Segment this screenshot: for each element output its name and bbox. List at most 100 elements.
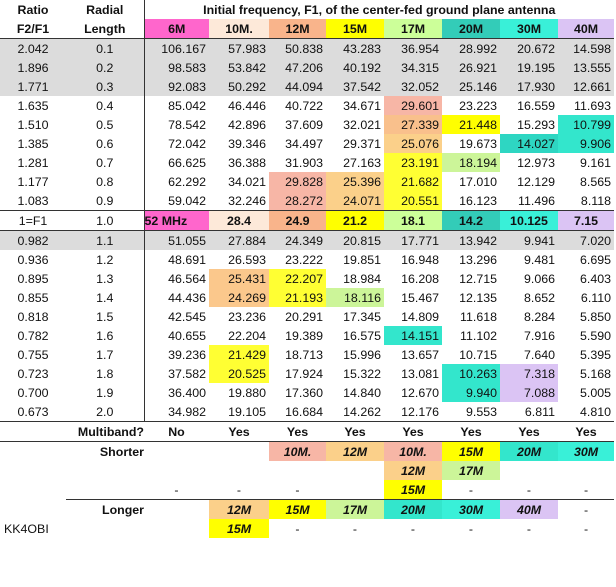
frequency-cell: 59.042 <box>143 191 209 211</box>
dash-placeholder: - <box>583 502 589 517</box>
ratio-cell: 0.936 <box>17 252 49 267</box>
empty-cell <box>269 461 326 480</box>
band-chip: 40M <box>500 499 558 519</box>
frequency-cell: 5.168 <box>580 366 612 381</box>
table-row: 0.818 1.5 42.545 23.236 20.291 17.345 14.809 11… <box>0 307 614 326</box>
band-chip: 15M <box>442 441 500 461</box>
ratio-cell: 1.177 <box>17 174 49 189</box>
empty-cell <box>326 480 384 500</box>
frequency-cell: 17.930 <box>500 77 558 96</box>
frequency-cell: 19.105 <box>209 402 269 422</box>
radial-header: Radial <box>86 2 124 17</box>
frequency-cell: 14.151 <box>384 326 442 345</box>
empty-cell <box>144 461 209 480</box>
empty-cell <box>144 519 209 538</box>
frequency-cell: 12.661 <box>558 77 615 96</box>
frequency-cell: 9.553 <box>442 402 500 422</box>
ratio-cell: 0.673 <box>0 402 66 422</box>
band-chip: 15M <box>384 480 442 500</box>
frequency-cell: 51.055 <box>143 230 209 250</box>
band-chip: 20M <box>384 499 442 519</box>
spacer <box>0 442 66 462</box>
frequency-cell: 85.042 <box>143 96 209 115</box>
frequency-cell: 7.916 <box>523 328 555 343</box>
ratio-cell: 1.635 <box>17 98 49 113</box>
frequency-cell: 17.345 <box>343 309 381 324</box>
frequency-cell: 10.263 <box>442 364 500 383</box>
frequency-cell: 25.396 <box>326 172 384 191</box>
frequency-cell: 12.715 <box>459 271 497 286</box>
table-row: 0.673 2.0 34.982 19.105 16.684 14.262 12.176 9.… <box>0 402 615 422</box>
ratio-cell: 1.510 <box>17 117 49 132</box>
frequency-cell: 19.673 <box>459 136 497 151</box>
frequency-cell: 28.272 <box>269 191 326 211</box>
frequency-cell: 78.542 <box>143 115 209 134</box>
radial-cell: 0.9 <box>96 193 114 208</box>
f1-frequency-cell: 18.1 <box>384 210 442 231</box>
frequency-cell: 17.924 <box>285 366 323 381</box>
frequency-cell: 40.722 <box>285 98 323 113</box>
radial-cell: 1.9 <box>96 385 114 400</box>
radial-cell: 0.4 <box>96 98 114 113</box>
frequency-cell: 37.582 <box>143 364 209 383</box>
table-row: 1.177 0.8 62.292 34.021 29.828 25.396 21.682 17… <box>0 172 614 191</box>
frequency-cell: 27.163 <box>343 155 381 170</box>
frequency-cell: 9.940 <box>442 383 500 402</box>
frequency-cell: 36.388 <box>228 155 266 170</box>
frequency-cell: 16.559 <box>517 98 555 113</box>
band-chip: 30M <box>442 499 500 519</box>
frequency-cell: 9.481 <box>523 252 555 267</box>
frequency-cell: 21.429 <box>209 345 269 364</box>
ratio-cell: 1.896 <box>0 58 66 77</box>
frequency-cell: 22.207 <box>269 269 326 288</box>
frequency-cell: 14.027 <box>500 134 558 153</box>
frequency-cell: 24.349 <box>269 230 326 250</box>
spacer <box>66 480 144 500</box>
multiband-detail-row: Shorter 10M. 12M 10M. 15M 20M 30M <box>0 441 615 462</box>
f1-frequency-cell: 24.9 <box>269 210 326 231</box>
frequency-cell: 27.884 <box>209 230 269 250</box>
multiband-detail-row: - - -15M - - - <box>0 480 615 500</box>
ratio-cell: 1.281 <box>17 155 49 170</box>
frequency-cell: 14.809 <box>401 309 439 324</box>
frequency-cell: 5.005 <box>580 385 612 400</box>
ratio-cell: 0.855 <box>17 290 49 305</box>
radial-cell: 0.6 <box>96 136 114 151</box>
frequency-cell: 18.116 <box>326 288 384 307</box>
frequency-cell: 36.400 <box>143 383 209 402</box>
frequency-cell: 36.954 <box>384 38 442 58</box>
dash-placeholder: - <box>500 480 558 500</box>
radial-cell: 2.0 <box>66 402 144 422</box>
frequency-cell: 29.601 <box>384 96 442 115</box>
frequency-table: Ratio Radial Initial frequency, F1, of t… <box>0 0 615 538</box>
dash-placeholder: - <box>558 480 615 500</box>
frequency-cell: 11.693 <box>574 98 612 113</box>
frequency-cell: 12.129 <box>517 174 555 189</box>
frequency-cell: 20.551 <box>384 191 442 211</box>
frequency-cell: 4.810 <box>558 402 615 422</box>
multiband-row-label: Shorter <box>99 444 144 459</box>
frequency-cell: 21.682 <box>384 172 442 191</box>
band-chip: 10M. <box>384 441 442 461</box>
frequency-cell: 8.652 <box>523 290 555 305</box>
table-row: 1.510 0.5 78.542 42.896 37.609 32.021 27.339 21… <box>0 115 615 134</box>
ratio-cell: 0.700 <box>17 385 49 400</box>
frequency-cell: 8.565 <box>580 174 612 189</box>
table-row: 0.782 1.6 40.655 22.204 19.389 16.575 14.151 11… <box>0 326 614 345</box>
frequency-cell: 16.575 <box>343 328 381 343</box>
band-header: 12M <box>269 19 326 39</box>
multiband-value: Yes <box>500 421 558 442</box>
frequency-cell: 19.389 <box>285 328 323 343</box>
frequency-cell: 9.906 <box>558 134 615 153</box>
frequency-cell: 12.973 <box>517 155 555 170</box>
frequency-cell: 12.176 <box>384 402 442 422</box>
table-row: 1.281 0.7 66.625 36.388 31.903 27.163 23.191 18… <box>0 153 614 172</box>
band-header: 10M. <box>209 19 269 39</box>
empty-cell <box>209 461 269 480</box>
frequency-cell: 13.296 <box>459 252 497 267</box>
frequency-cell: 53.842 <box>209 58 269 77</box>
frequency-cell: 16.123 <box>459 193 497 208</box>
empty-cell <box>558 461 614 480</box>
frequency-cell: 13.657 <box>401 347 439 362</box>
band-header: 15M <box>326 19 384 39</box>
